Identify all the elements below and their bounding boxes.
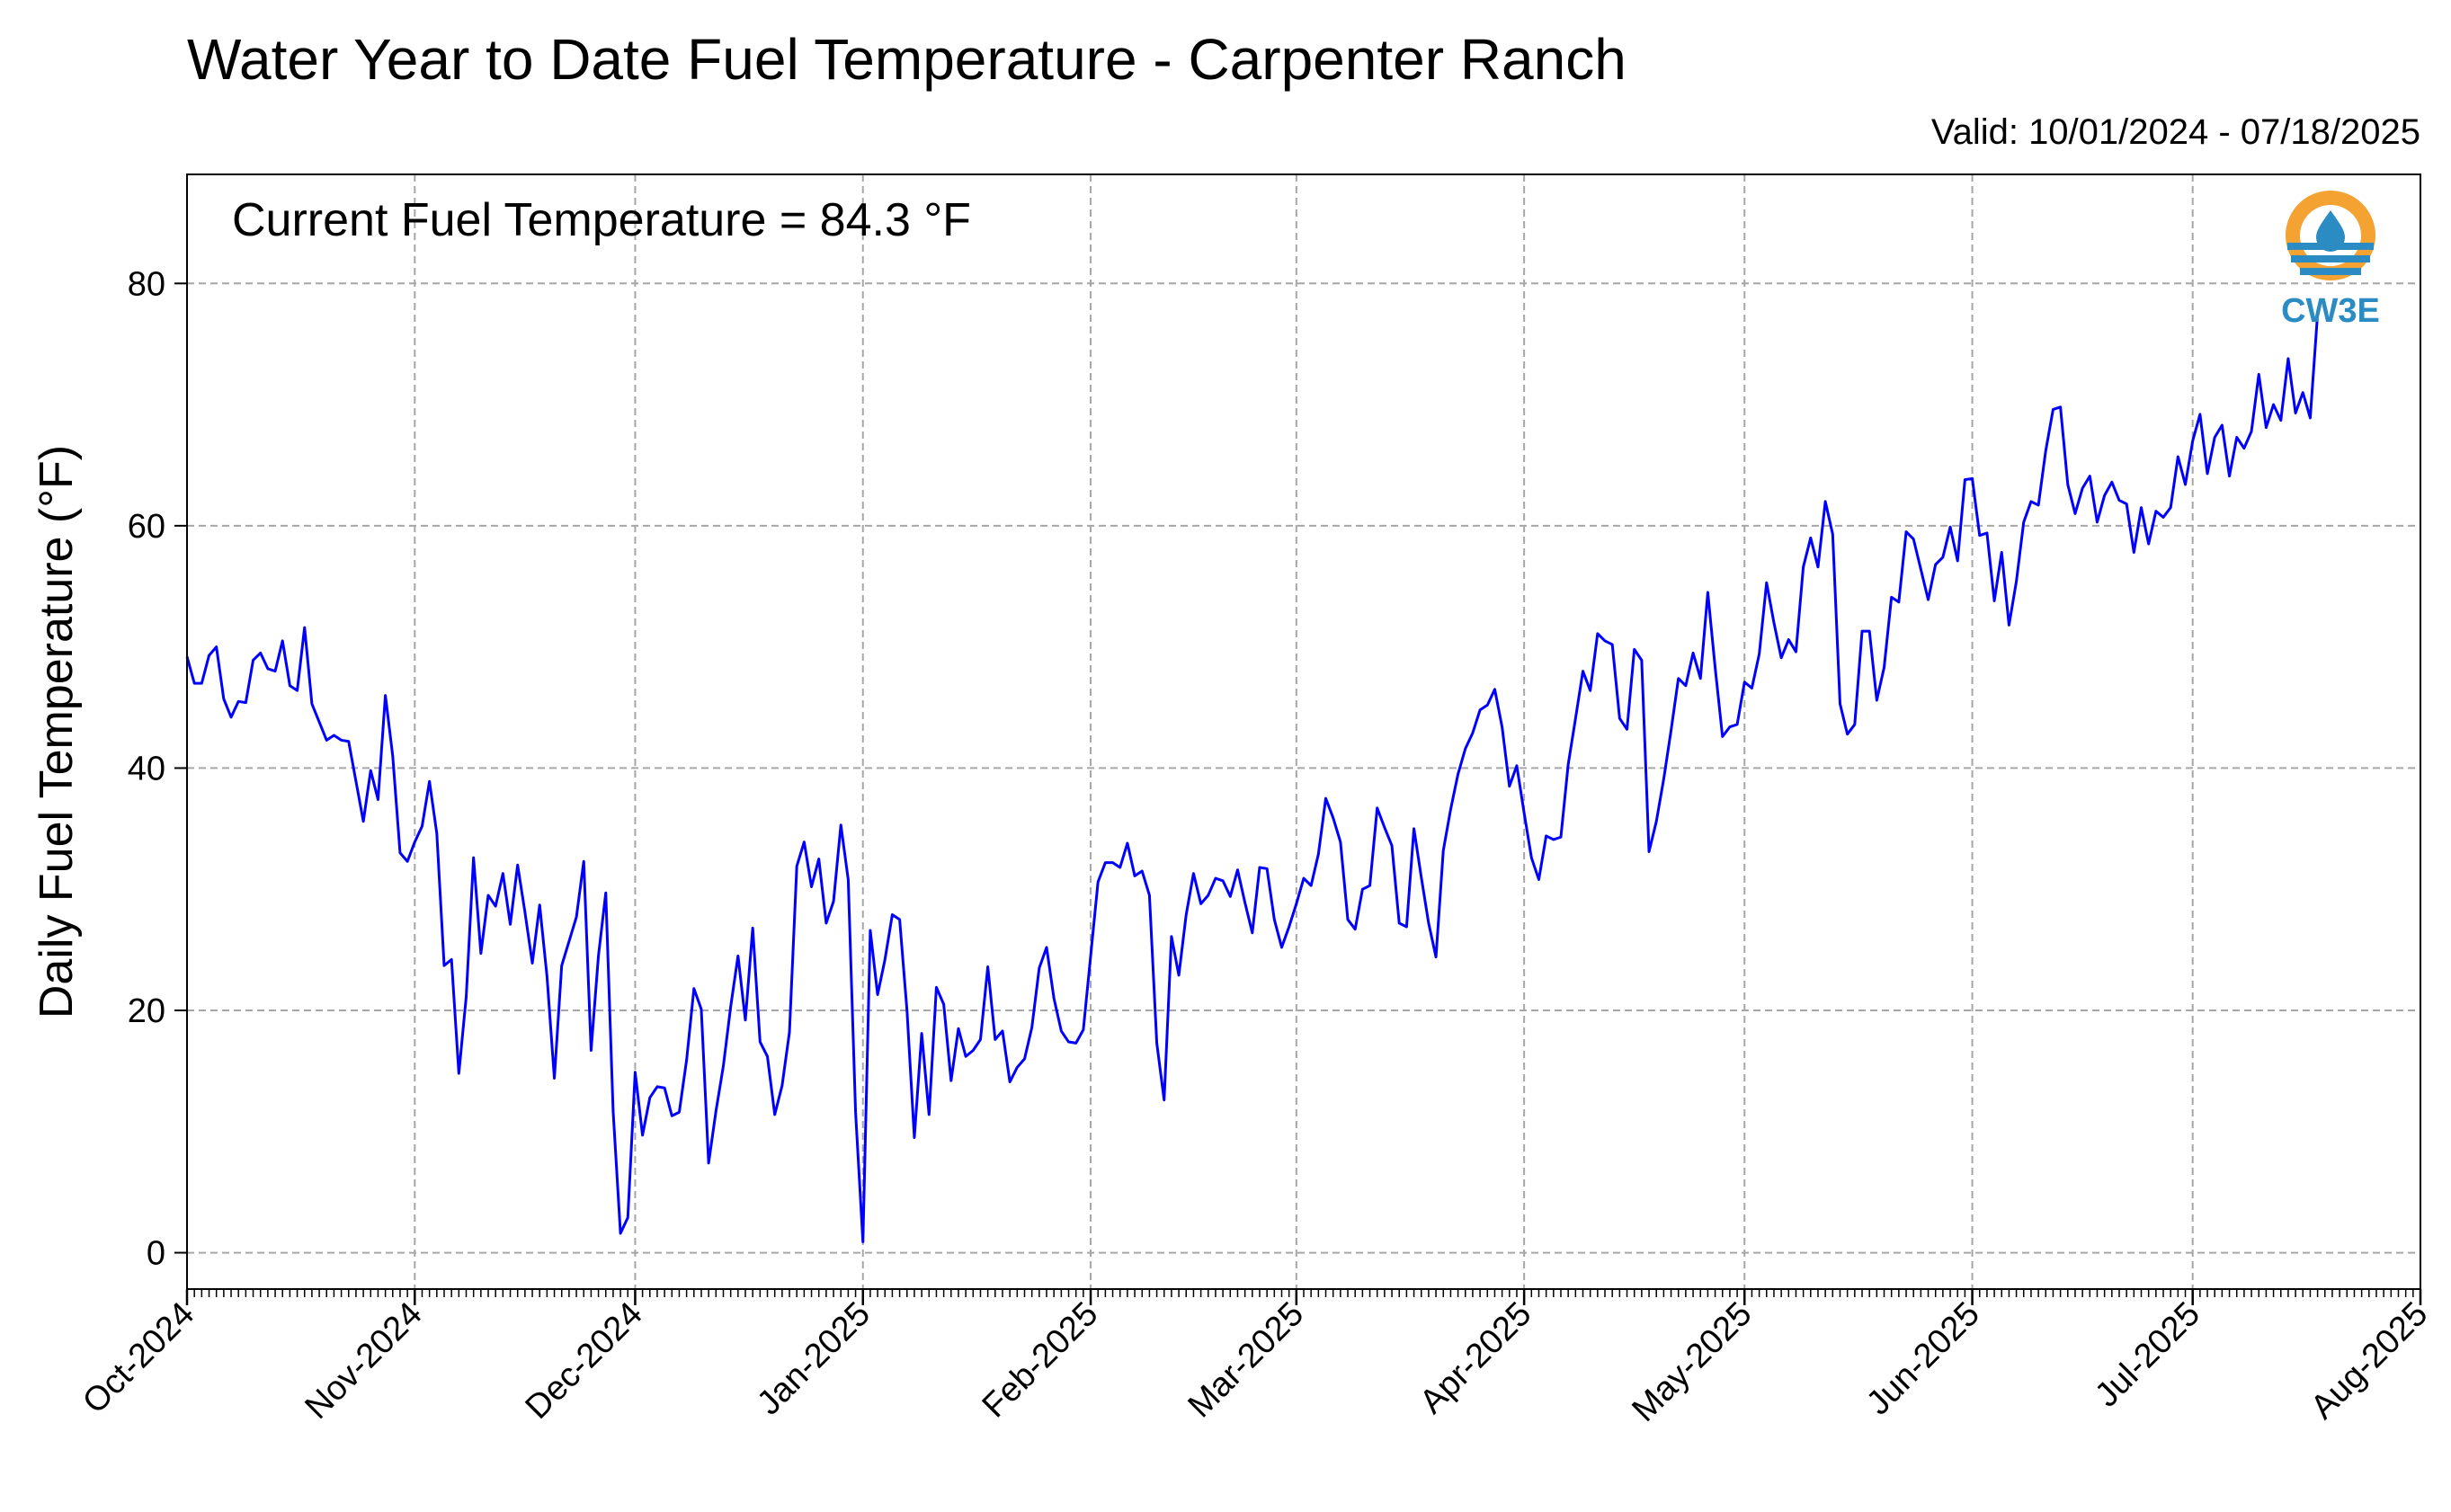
logo-text: CW3E <box>2281 292 2380 330</box>
y-tick-label: 40 <box>128 750 165 787</box>
y-axis-label: Daily Fuel Temperature (°F) <box>31 445 83 1018</box>
gridlines <box>186 174 2421 1289</box>
x-tick-label: Jun-2025 <box>1859 1295 1987 1423</box>
cw3e-logo: CW3E <box>2281 191 2380 330</box>
x-tick-label: Dec-2024 <box>519 1295 650 1427</box>
y-tick-label: 20 <box>128 992 165 1030</box>
current-fuel-temperature-annotation: Current Fuel Temperature = 84.3 °F <box>232 194 971 246</box>
valid-range: Valid: 10/01/2024 - 07/18/2025 <box>1931 112 2420 152</box>
x-tick-label: Jul-2025 <box>2088 1295 2207 1415</box>
minor-ticks <box>186 1289 2421 1297</box>
logo-wave-2 <box>2291 255 2370 262</box>
logo-drop-icon <box>2316 210 2345 252</box>
y-tick-labels: 0 20 40 60 80 <box>128 265 165 1272</box>
y-tick-label: 80 <box>128 265 165 303</box>
x-tick-label: Aug-2025 <box>2304 1295 2435 1427</box>
x-tick-label: Feb-2025 <box>976 1295 1106 1426</box>
chart-title: Water Year to Date Fuel Temperature - Ca… <box>187 27 1627 92</box>
plot-frame <box>186 173 2421 1290</box>
major-ticks <box>174 282 2422 1305</box>
x-tick-label: Apr-2025 <box>1413 1295 1538 1421</box>
x-tick-labels: Oct-2024 Nov-2024 Dec-2024 Jan-2025 Feb-2025… <box>76 1295 2435 1429</box>
x-tick-label: May-2025 <box>1625 1295 1759 1429</box>
x-tick-label: Jan-2025 <box>750 1295 878 1423</box>
x-tick-label: Oct-2024 <box>76 1295 201 1421</box>
y-tick-label: 0 <box>147 1235 165 1273</box>
y-tick-label: 60 <box>128 508 165 546</box>
x-tick-label: Mar-2025 <box>1181 1295 1311 1426</box>
logo-wave-3 <box>2300 268 2361 275</box>
x-tick-label: Nov-2024 <box>298 1295 429 1427</box>
fuel-temperature-line <box>185 313 2320 1243</box>
